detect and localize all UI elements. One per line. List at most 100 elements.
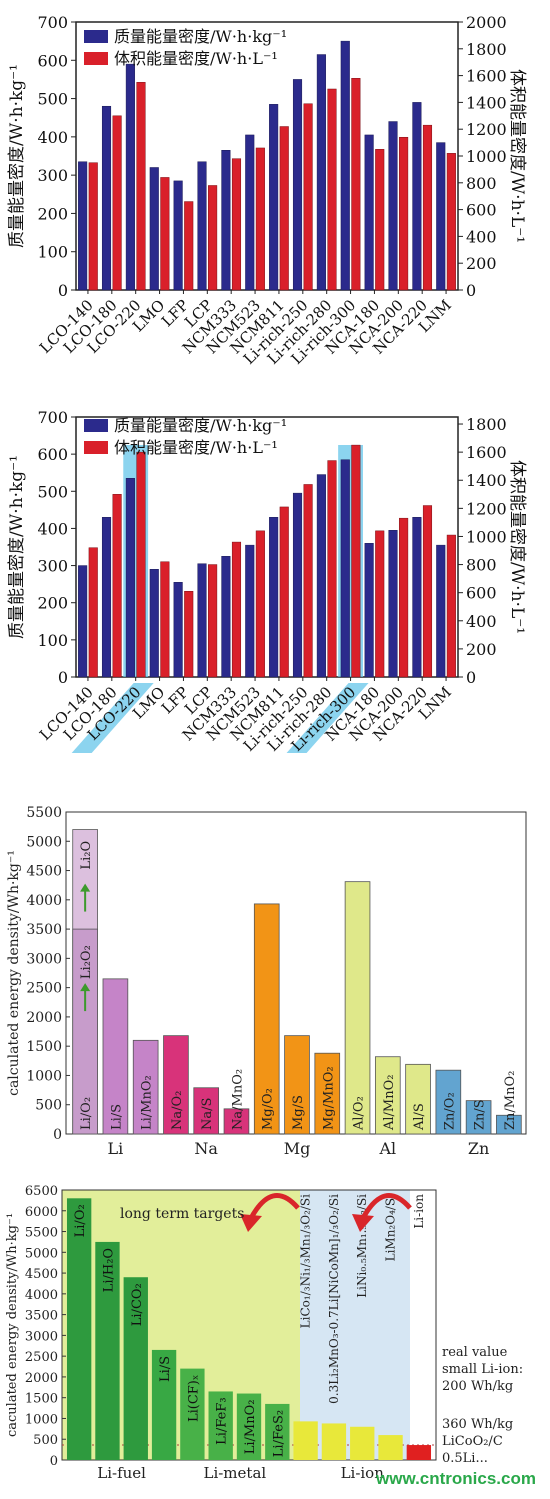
y2-tick-label: 1400: [466, 93, 507, 112]
bar-LiNi0.5Mn1.5O2/Si: [350, 1426, 375, 1460]
y2-tick-label: 0: [466, 668, 476, 687]
bar-LiCo1/3Ni1/3Mn1/3O2/Si: [293, 1421, 318, 1460]
bar-label: Li/S: [109, 1104, 124, 1130]
y-tick-label: 5500: [26, 805, 62, 821]
bar-label: Zn/S: [473, 1099, 488, 1130]
bar-Li-rich-280-volume: [327, 88, 337, 291]
legend-swatch: [84, 441, 108, 454]
bar-LFP-mass: [173, 582, 183, 678]
y-tick-label: 2500: [26, 981, 62, 997]
bar-LCO-220-mass: [125, 478, 135, 678]
y-tick-label: 4000: [25, 1288, 58, 1303]
y-tick-label: 600: [37, 51, 68, 70]
y2-tick-label: 400: [466, 227, 497, 246]
y-tick-label: 0: [58, 281, 68, 300]
bar-NCA-220-volume: [422, 505, 433, 678]
bar-Li/MnO2: [236, 1393, 262, 1460]
bar-Li/O2: [66, 1198, 92, 1460]
y2-tick-label: 600: [466, 584, 497, 603]
bar-NCA-200-volume: [399, 136, 409, 291]
y-tick-label: 5000: [26, 834, 62, 850]
bar-LCP-volume: [208, 185, 218, 291]
bar-NCM523-mass: [245, 134, 255, 291]
y2-tick-label: 1000: [466, 147, 507, 166]
bar-LMO-mass: [149, 167, 159, 291]
bar-Li-rich-300-mass: [340, 459, 350, 678]
bar-Li-ion: [406, 1445, 432, 1460]
bar-label: Li/S: [158, 1356, 173, 1382]
y2-tick-label: 1400: [466, 471, 507, 490]
annotation-licoo2: LiCoO₂/C: [442, 1434, 503, 1449]
y2-tick-label: 400: [466, 612, 497, 631]
bar-label: Zn/MnO₂: [503, 1071, 518, 1130]
y-tick-label: 700: [37, 408, 68, 427]
bar-LMO-volume: [160, 177, 170, 291]
bar-Zn/O2: [435, 1069, 462, 1135]
bar-LMO-volume: [160, 561, 170, 678]
y-axis-title: calculated energy density/Wh·kg⁻¹: [6, 850, 22, 1096]
chart-3-panel: 0 500 1000 1500 2000 2500 3000 3500 4000 4500 5000…: [0, 790, 550, 1170]
y-tick-label: 0: [50, 1454, 58, 1469]
bar-label: Na/MnO₂: [230, 1069, 245, 1130]
chart-1: 0 100 200 300 400 500 600 700 0 200 400 600 800 1000 1…: [7, 13, 527, 368]
bar-sub-label: Li₂O₂: [79, 945, 94, 979]
legend-swatch: [84, 52, 108, 65]
y2-tick-label: 1200: [466, 499, 507, 518]
legend-label: 体积能量密度/W·h·L⁻¹: [114, 438, 278, 457]
y-tick-label: 6500: [25, 1184, 58, 1199]
y-tick-label: 4000: [26, 893, 62, 909]
bar-label: Zn/O₂: [442, 1092, 457, 1130]
y-tick-label: 6000: [25, 1205, 58, 1220]
bar-NCA-180-mass: [364, 134, 374, 291]
bar-LCO-140-volume: [88, 162, 98, 291]
bar-LCO-220-volume: [136, 451, 146, 678]
curved-arrow-head: [240, 1214, 262, 1232]
group-label: Li-metal: [203, 1464, 266, 1482]
y2-tick-label: 800: [466, 556, 497, 575]
bar-NCA-200-mass: [388, 530, 398, 678]
y-tick-label: 3000: [25, 1329, 58, 1344]
bar-LCO-180-mass: [101, 517, 112, 678]
curved-arrow-head: [352, 1214, 374, 1232]
bar-Zn/MnO2: [496, 1114, 522, 1135]
bar-Li(CF)x: [180, 1368, 205, 1460]
bar-label: Na/S: [200, 1098, 215, 1130]
bar-NCA-180-volume: [375, 530, 385, 678]
bar-Li-rich-300-volume: [351, 78, 361, 291]
highlight-label-box: [286, 683, 369, 753]
bar-Na/O2: [163, 1035, 189, 1135]
y-tick-label: 3000: [26, 951, 62, 967]
bar-NCM811-mass: [269, 517, 279, 678]
y-tick-label: 100: [37, 243, 68, 262]
bar-LCP-volume: [208, 564, 218, 678]
bar-LCO-140-mass: [78, 565, 88, 678]
bar-LFP-volume: [184, 591, 194, 678]
bar-LCO-220-mass: [125, 63, 135, 291]
bar-Li/S: [151, 1349, 177, 1460]
annotation-360: 360 Wh/kg: [442, 1417, 513, 1432]
bar-Al/O2: [344, 881, 371, 1135]
bar-label: Li/MnO₂: [243, 1400, 258, 1455]
y-tick-label: 1000: [25, 1412, 58, 1427]
y-tick-label: 1500: [26, 1039, 62, 1055]
y-tick-label: 400: [37, 519, 68, 538]
bar-Li-rich-280-mass: [316, 54, 326, 291]
y-axis-title: 质量能量密度/W·h·kg⁻¹: [7, 455, 27, 639]
bar-Li-rich-250-mass: [292, 492, 303, 678]
y2-tick-label: 800: [466, 174, 497, 193]
bar-LMO-mass: [149, 569, 159, 678]
bar-NCA-180-mass: [364, 543, 374, 678]
chart-4: 0 500 1000 1500 2000 2500 3000 3500 4000 4500 5000…: [5, 1184, 523, 1482]
bar-LCO-140-mass: [78, 161, 88, 291]
y-tick-label: 200: [37, 594, 68, 613]
bar-LNM-volume: [446, 534, 456, 678]
bar-LCO-180-volume: [112, 494, 122, 678]
bar-Li/H2O: [95, 1241, 120, 1460]
legend-label: 质量能量密度/W·h·kg⁻¹: [114, 416, 287, 435]
highlight-label-box: [71, 683, 154, 753]
bar-Li/MnO2: [132, 1039, 159, 1135]
curved-arrow: [247, 1193, 300, 1222]
annotation-long-term: long term targets: [120, 1206, 244, 1222]
bar-Li-rich-250-volume: [303, 484, 313, 678]
bar-NCA-180-volume: [375, 149, 385, 291]
